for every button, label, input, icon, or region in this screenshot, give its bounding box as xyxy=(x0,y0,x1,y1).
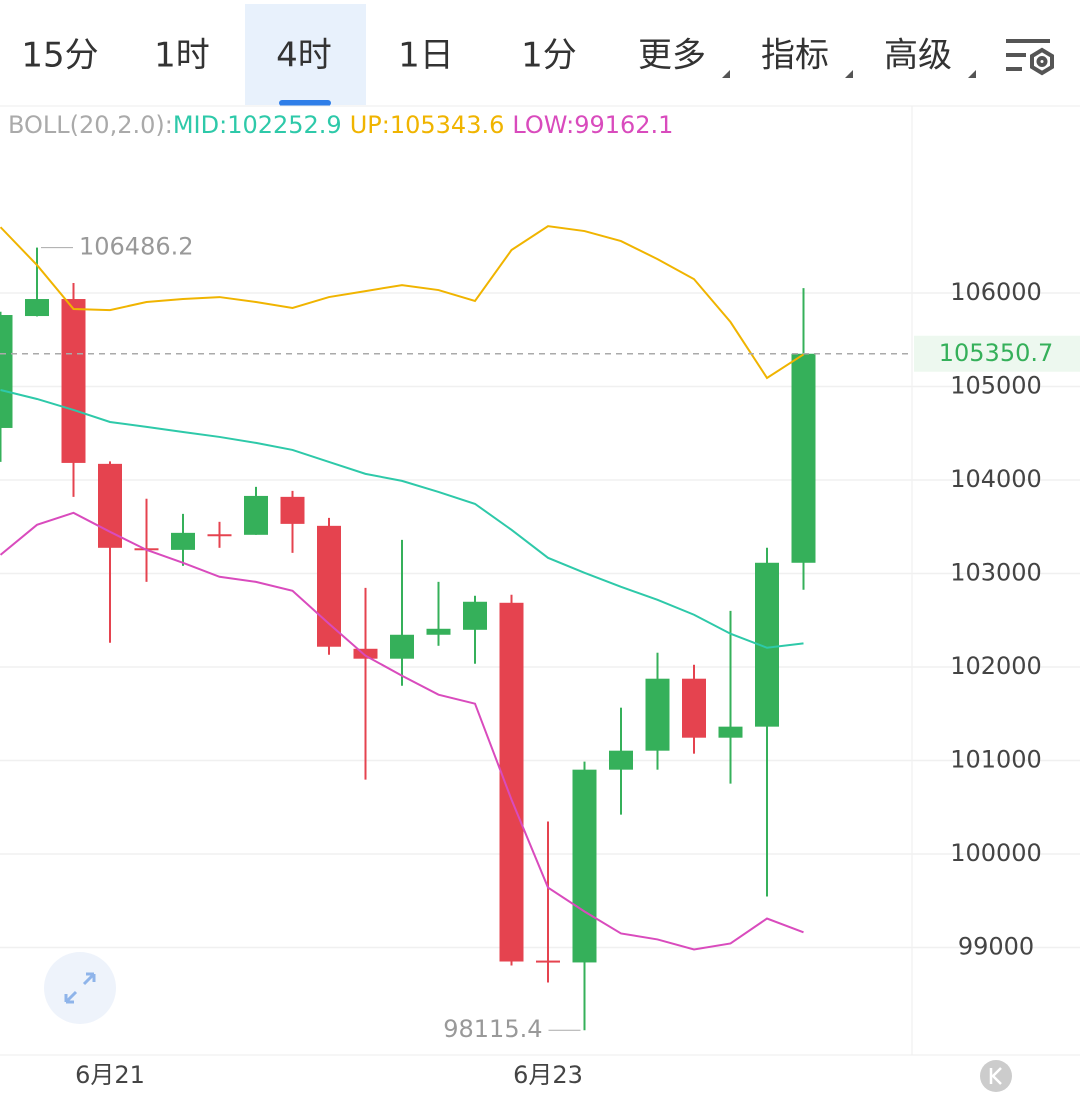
y-tick-label: 102000 xyxy=(950,652,1042,680)
candle-body xyxy=(718,726,743,738)
candle-body xyxy=(244,495,268,535)
x-tick-label: 6月21 xyxy=(75,1061,145,1089)
candle-body xyxy=(25,299,49,317)
candle-body xyxy=(426,628,451,635)
tab[interactable]: 4时 xyxy=(276,36,332,76)
tab[interactable]: 高级 xyxy=(884,36,952,76)
legend-text: 99162.1 xyxy=(574,111,673,139)
tab[interactable]: 更多 xyxy=(638,36,706,76)
tab[interactable]: 1时 xyxy=(154,36,210,76)
y-tick-label: 104000 xyxy=(950,465,1042,493)
candle-body xyxy=(682,678,706,738)
legend-text: 102252.9 xyxy=(227,111,342,139)
y-tick-label: 99000 xyxy=(958,932,1034,960)
legend-text: LOW xyxy=(512,111,566,139)
candle-body xyxy=(61,299,86,463)
tab[interactable]: 1分 xyxy=(521,36,577,76)
legend-text: : xyxy=(382,111,390,139)
y-tick-label: 106000 xyxy=(950,278,1042,306)
max-label: 106486.2 xyxy=(79,233,194,261)
candle-body xyxy=(317,525,341,647)
tab[interactable]: 1日 xyxy=(398,36,454,76)
boll-line xyxy=(0,389,804,649)
y-tick-label: 101000 xyxy=(950,746,1042,774)
indicator-legend: BOLL(20,2.0):MID:102252.9 UP:105343.6 LOW:… xyxy=(8,111,673,139)
tab-bar: 15分 1时 4时 1日 1分 更多 指标 高级 xyxy=(21,36,952,76)
legend-text: : xyxy=(219,111,227,139)
k-icon xyxy=(989,1067,1002,1085)
x-tick-label: 6月23 xyxy=(513,1061,583,1089)
y-tick-label: 105000 xyxy=(950,372,1042,400)
candle-body xyxy=(645,678,670,751)
boll-line xyxy=(0,225,805,380)
candle-body xyxy=(572,769,597,963)
settings-icon[interactable] xyxy=(1006,39,1054,76)
tab[interactable]: 指标 xyxy=(761,36,829,76)
candle-body xyxy=(0,315,13,428)
y-tick-label: 103000 xyxy=(950,559,1042,587)
expand-icon xyxy=(64,972,96,1004)
expand-button[interactable] xyxy=(44,952,116,1024)
y-tick-label: 100000 xyxy=(950,839,1042,867)
tab[interactable]: 15分 xyxy=(21,36,98,76)
candle-body xyxy=(536,960,560,963)
legend-text: UP xyxy=(350,111,382,139)
legend-text: BOLL(20,2.0): xyxy=(8,111,173,139)
active-tab-indicator xyxy=(279,100,331,106)
candle-body xyxy=(390,634,414,659)
candle-body xyxy=(609,750,633,770)
candle-body xyxy=(207,534,232,537)
legend-text: : xyxy=(566,111,574,139)
active-tab-bg xyxy=(245,4,366,105)
plot: 99000 100000 101000 102000 103000 104000 10500… xyxy=(0,225,1080,1089)
candle-body xyxy=(98,463,122,548)
current-price-label: 105350.7 xyxy=(939,339,1054,367)
candle-body xyxy=(791,353,816,563)
candle-body xyxy=(499,602,524,962)
boll-line xyxy=(0,511,804,951)
candle-body xyxy=(280,496,305,524)
legend-text: 105343.6 xyxy=(390,111,505,139)
min-label: 98115.4 xyxy=(443,1015,542,1043)
current-price-bg xyxy=(914,335,1080,372)
legend-text: MID xyxy=(173,111,219,139)
candle-body xyxy=(171,532,195,550)
candle-body xyxy=(463,601,487,630)
k-button[interactable] xyxy=(980,1060,1012,1092)
candle-body xyxy=(353,648,378,659)
dropdown-arrows xyxy=(722,70,976,78)
